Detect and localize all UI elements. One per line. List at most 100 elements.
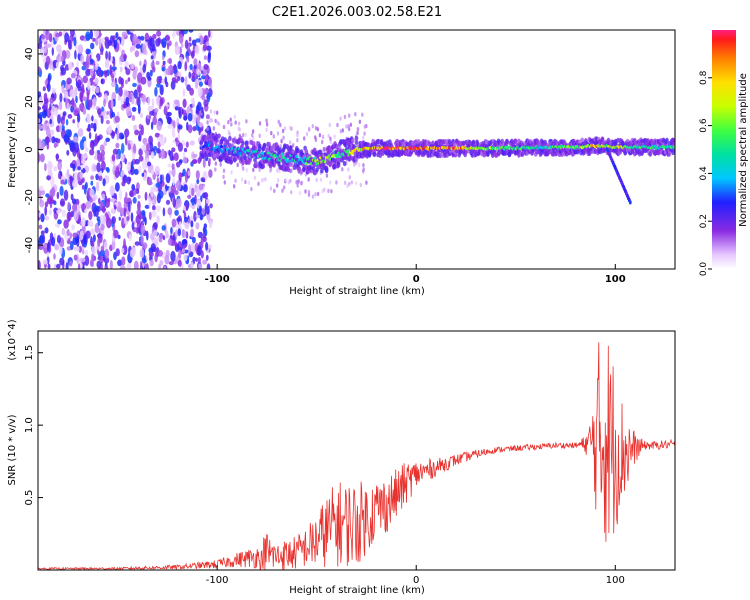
noise-blob: [111, 66, 117, 71]
noise-blob: [203, 63, 209, 70]
noise-blob: [134, 129, 140, 136]
noise-blob: [358, 119, 362, 125]
noise-blob: [217, 121, 221, 127]
noise-blob: [358, 162, 361, 168]
noise-blob: [111, 111, 116, 118]
noise-blob: [89, 149, 95, 156]
trace-halo: [671, 149, 675, 156]
noise-blob: [38, 106, 42, 111]
noise-blob: [198, 122, 204, 128]
noise-blob: [167, 238, 173, 246]
noise-blob: [303, 136, 306, 141]
trace-point: [315, 162, 319, 166]
noise-blob: [181, 248, 186, 253]
noise-blob: [191, 72, 196, 79]
noise-blob: [38, 42, 42, 50]
noise-blob: [63, 134, 69, 143]
noise-blob: [46, 82, 51, 92]
noise-blob: [66, 211, 72, 221]
noise-blob: [207, 78, 212, 86]
noise-blob: [191, 236, 196, 244]
noise-blob: [183, 249, 189, 254]
noise-blob: [205, 241, 209, 251]
noise-blob: [234, 178, 237, 183]
noise-blob: [63, 90, 69, 99]
noise-blob: [129, 249, 136, 258]
noise-blob: [184, 39, 189, 49]
noise-blob: [115, 153, 119, 160]
noise-blob: [121, 181, 126, 187]
noise-blob: [59, 185, 64, 196]
noise-blob: [168, 261, 174, 266]
noise-blob: [343, 114, 347, 120]
noise-blob: [289, 140, 292, 145]
noise-blob: [177, 142, 183, 152]
trace-halo: [228, 135, 232, 141]
noise-blob: [177, 124, 183, 130]
noise-blob: [80, 154, 86, 165]
noise-blob: [152, 205, 156, 211]
noise-blob: [162, 235, 166, 241]
noise-blob: [93, 122, 97, 132]
noise-blob: [140, 76, 147, 85]
noise-blob: [89, 188, 95, 198]
noise-blob: [198, 183, 204, 191]
noise-blob: [39, 234, 44, 245]
noise-blob: [97, 218, 101, 227]
noise-blob: [346, 183, 349, 188]
noise-blob: [140, 234, 144, 246]
noise-blob: [203, 55, 207, 60]
trace-halo: [311, 166, 316, 172]
noise-blob: [206, 126, 209, 132]
trace-halo: [322, 146, 327, 152]
noise-blob: [131, 184, 136, 191]
spectrogram-xlabel: Height of straight line (km): [289, 286, 425, 297]
noise-blob: [264, 177, 267, 182]
noise-blob: [137, 104, 141, 115]
noise-blob: [163, 105, 167, 116]
noise-blob: [145, 263, 149, 269]
noise-blob: [129, 93, 132, 103]
noise-blob: [80, 257, 86, 263]
noise-blob: [110, 99, 114, 109]
noise-blob: [50, 176, 55, 188]
noise-blob: [159, 174, 163, 185]
noise-blob: [100, 51, 104, 56]
noise-blob: [171, 218, 177, 228]
noise-blob: [127, 77, 131, 82]
noise-blob: [80, 164, 84, 170]
noise-blob: [69, 240, 74, 251]
noise-blob: [124, 158, 127, 165]
noise-blob: [119, 189, 123, 201]
noise-blob: [183, 116, 188, 121]
noise-blob: [188, 36, 192, 42]
trace-halo: [351, 137, 355, 143]
noise-blob: [47, 263, 51, 269]
noise-blob: [182, 88, 186, 97]
noise-blob: [50, 186, 56, 197]
noise-blob: [51, 87, 57, 94]
noise-blob: [87, 49, 91, 54]
noise-blob: [39, 195, 42, 203]
noise-blob: [152, 66, 156, 73]
noise-blob: [69, 162, 74, 168]
noise-blob: [97, 152, 103, 163]
noise-blob: [190, 261, 194, 269]
noise-blob: [98, 38, 102, 49]
noise-blob: [140, 35, 145, 41]
colorbar-label: Normalized spectral amplitude: [738, 73, 749, 227]
noise-blob: [204, 204, 208, 211]
noise-blob: [156, 76, 161, 85]
noise-blob: [41, 140, 45, 150]
noise-blob: [192, 256, 196, 262]
noise-blob: [156, 30, 162, 37]
noise-blob: [172, 197, 177, 208]
noise-blob: [171, 163, 175, 170]
noise-blob: [201, 95, 206, 101]
noise-blob: [147, 105, 153, 113]
snr-ylabel: SNR (10 * v/v): [7, 414, 18, 485]
trace-point: [205, 144, 209, 148]
noise-blob: [197, 101, 202, 112]
noise-blob: [195, 257, 198, 262]
noise-blob: [84, 255, 90, 267]
